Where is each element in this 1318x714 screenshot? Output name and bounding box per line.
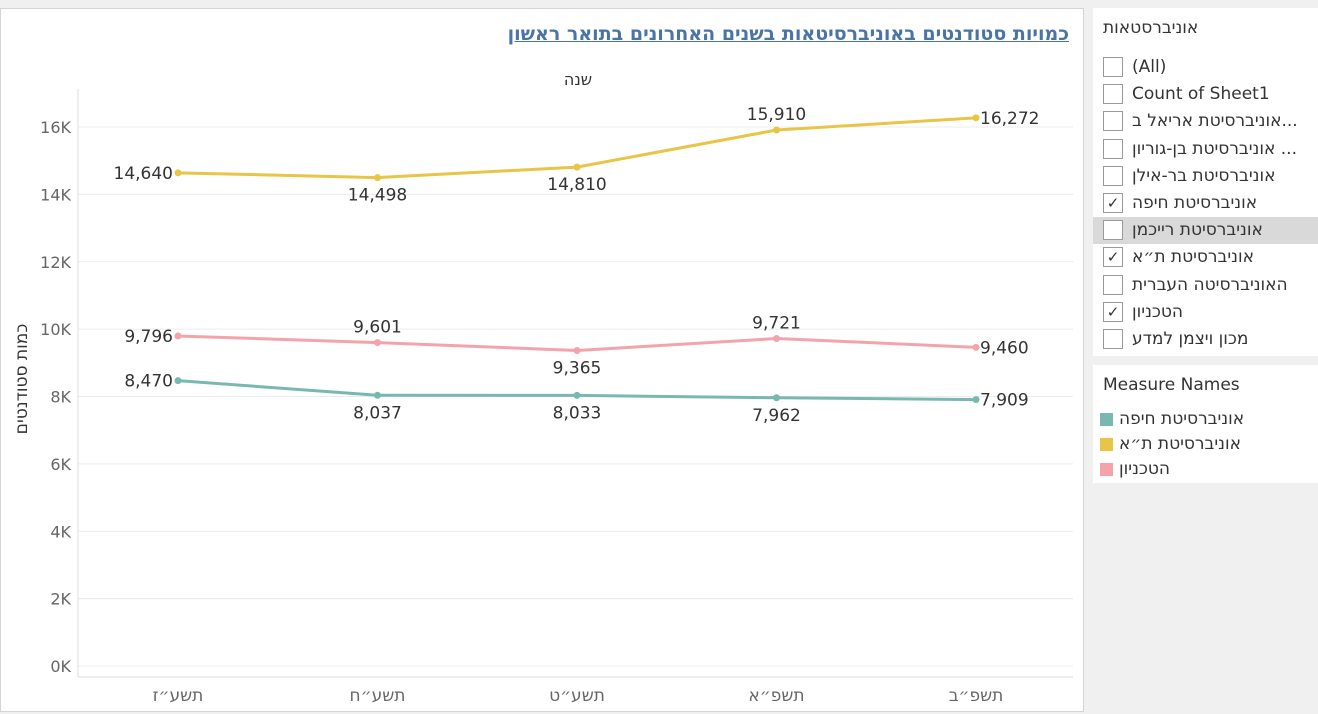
chart-title[interactable]: כמויות סטודנטים באוניברסיטאות בשנים האחר… xyxy=(507,23,1069,45)
data-label: 7,962 xyxy=(752,406,801,426)
filter-item-label: אוניברסיטת חיפה xyxy=(1132,193,1258,213)
y-axis-title: כמות סטודנטים xyxy=(12,324,32,435)
filter-checkbox[interactable] xyxy=(1103,84,1123,105)
data-point xyxy=(773,335,780,343)
filter-item-label: אוניברסיטת אריאל ב... xyxy=(1132,111,1298,132)
data-label: 7,909 xyxy=(980,391,1029,411)
legend-swatch xyxy=(1100,438,1113,451)
filter-item[interactable]: אוניברסיטת בר-אילן xyxy=(1093,163,1318,190)
y-tick-label: 6K xyxy=(50,455,71,474)
filter-checkbox[interactable] xyxy=(1103,220,1123,241)
data-label: 8,033 xyxy=(553,403,602,423)
filter-item-label: הטכניון xyxy=(1132,301,1183,322)
university-filter: אוניברסטאות (All) Count of Sheet1 אוניברסי… xyxy=(1093,8,1318,356)
legend-item[interactable]: הטכניון xyxy=(1093,459,1318,483)
data-point xyxy=(374,174,381,182)
line-chart: שנה כמות סטודנטים 0K 2K 4K 6K 8K 10K 12K 14K 16K תש… xyxy=(12,70,1073,706)
data-label: 9,601 xyxy=(353,318,402,338)
filter-item[interactable]: האוניברסיטה העברית xyxy=(1093,272,1318,299)
legend-item-label: הטכניון xyxy=(1119,459,1170,479)
filter-checkbox[interactable] xyxy=(1103,138,1123,159)
data-label: 9,460 xyxy=(980,338,1029,358)
y-tick-label: 10K xyxy=(40,320,71,339)
x-tick-label: תשע״ח xyxy=(350,686,406,706)
data-point xyxy=(174,377,182,385)
filter-item-label: מכון ויצמן למדע xyxy=(1132,329,1249,349)
data-point xyxy=(972,343,980,351)
y-tick-label: 0K xyxy=(50,657,71,676)
filter-checkbox[interactable] xyxy=(1103,329,1123,349)
data-label: 15,910 xyxy=(747,105,806,125)
x-axis-title: שנה xyxy=(564,70,592,89)
legend-item[interactable]: אוניברסיטת חיפה xyxy=(1093,409,1318,433)
filter-item[interactable]: אוניברסיטת רייכמן xyxy=(1093,217,1318,245)
x-tick-label: תשע״ז xyxy=(153,686,204,706)
x-tick-label: תשפ״א xyxy=(748,686,804,706)
filter-item-label: (All) xyxy=(1132,57,1167,77)
filter-item[interactable]: ✓ אוניברסיטת חיפה xyxy=(1093,190,1318,217)
data-point xyxy=(174,169,182,177)
legend-item-label: אוניברסיטת ת״א xyxy=(1119,434,1241,454)
data-point xyxy=(573,391,581,399)
data-point xyxy=(573,347,581,355)
filter-item-label: Count of Sheet1 xyxy=(1132,84,1270,105)
data-label: 8,037 xyxy=(353,403,402,423)
y-tick-label: 8K xyxy=(50,388,71,407)
legend-title: Measure Names xyxy=(1103,375,1240,395)
filter-checkbox[interactable]: ✓ xyxy=(1103,247,1123,268)
data-label: 9,721 xyxy=(752,314,801,334)
filter-item[interactable]: (All) xyxy=(1093,54,1318,81)
filter-checkbox[interactable] xyxy=(1103,111,1123,132)
filter-item-label: אוניברסיטת בר-אילן xyxy=(1132,165,1276,186)
data-point xyxy=(972,396,980,404)
filter-item-label: האוניברסיטה העברית xyxy=(1132,274,1288,295)
filter-item[interactable]: אוניברסיטת בן-גוריון ... xyxy=(1093,136,1318,163)
y-tick-label: 16K xyxy=(40,118,71,137)
data-point xyxy=(374,339,381,347)
filter-checkbox[interactable]: ✓ xyxy=(1103,301,1123,322)
data-point xyxy=(773,126,780,134)
legend: Measure Names אוניברסיטת חיפה אוניברסיטת … xyxy=(1093,365,1318,483)
filter-item[interactable]: מכון ויצמן למדע xyxy=(1093,326,1318,353)
y-tick-label: 14K xyxy=(40,185,71,204)
filter-checkbox[interactable] xyxy=(1103,57,1123,77)
y-tick-label: 2K xyxy=(50,590,71,609)
y-tick-label: 12K xyxy=(40,253,71,272)
data-point xyxy=(573,163,581,171)
filter-title: אוניברסטאות xyxy=(1103,18,1199,38)
data-label: 9,796 xyxy=(124,327,173,347)
filter-item-label: אוניברסיטת רייכמן xyxy=(1132,220,1263,241)
data-label: 16,272 xyxy=(980,109,1039,129)
legend-swatch xyxy=(1100,413,1113,426)
data-label: 14,810 xyxy=(547,175,606,195)
y-tick-label: 4K xyxy=(50,522,71,541)
filter-item[interactable]: ✓ הטכניון xyxy=(1093,299,1318,326)
data-point xyxy=(374,391,381,399)
filter-item[interactable]: Count of Sheet1 xyxy=(1093,81,1318,108)
legend-item-label: אוניברסיטת חיפה xyxy=(1119,409,1245,429)
data-label: 14,640 xyxy=(114,164,173,184)
legend-swatch xyxy=(1100,463,1113,476)
filter-checkbox[interactable] xyxy=(1103,165,1123,186)
filter-item[interactable]: אוניברסיטת אריאל ב... xyxy=(1093,108,1318,135)
filter-checkbox[interactable] xyxy=(1103,274,1123,295)
x-tick-label: תשפ״ב xyxy=(949,686,1004,706)
data-point xyxy=(773,394,780,402)
data-label: 14,498 xyxy=(348,186,407,206)
data-point xyxy=(972,114,980,122)
legend-item[interactable]: אוניברסיטת ת״א xyxy=(1093,434,1318,458)
data-label: 8,470 xyxy=(124,372,173,392)
chart-area: כמויות סטודנטים באוניברסיטאות בשנים האחר… xyxy=(0,8,1084,712)
filter-item-label: אוניברסיטת ת״א xyxy=(1132,247,1254,268)
x-tick-label: תשע״ט xyxy=(549,686,605,706)
filter-checkbox[interactable]: ✓ xyxy=(1103,193,1123,213)
filter-item[interactable]: ✓ אוניברסיטת ת״א xyxy=(1093,244,1318,271)
data-label: 9,365 xyxy=(553,359,602,379)
filter-item-label: אוניברסיטת בן-גוריון ... xyxy=(1132,138,1297,159)
data-point xyxy=(174,332,182,340)
